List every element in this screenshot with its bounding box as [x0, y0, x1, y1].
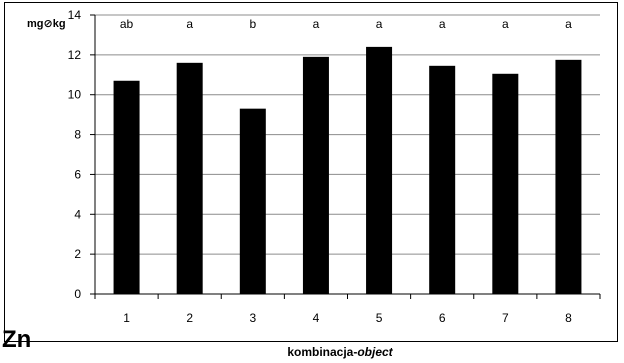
x-tick-label: 6 [439, 311, 446, 325]
significance-letter: b [249, 17, 256, 31]
y-tick-label: 14 [68, 8, 82, 22]
panel-label: Zn [2, 326, 32, 353]
y-tick-label: 12 [68, 48, 82, 62]
x-tick-label: 4 [313, 311, 320, 325]
x-tick-label: 8 [565, 311, 572, 325]
x-axis-label: kombinacja-object [240, 345, 440, 359]
y-tick-label: 4 [74, 207, 81, 221]
y-tick-label: 0 [74, 287, 81, 301]
significance-letter: a [565, 17, 572, 31]
y-axis-label: mg⊘kg [27, 18, 66, 30]
bar [176, 62, 203, 295]
y-tick-label: 10 [68, 88, 82, 102]
y-tick-label: 8 [74, 128, 81, 142]
bar [302, 56, 329, 294]
y-tick-label: 6 [74, 167, 81, 181]
bar [366, 46, 393, 295]
significance-letter: a [439, 17, 446, 31]
chart-frame [4, 2, 618, 342]
x-tick-labels: 1 2 3 4 5 6 7 8 [123, 311, 572, 325]
bars [113, 46, 582, 295]
bar [555, 59, 582, 294]
x-axis-label-prefix: kombinacja- [287, 345, 358, 359]
significance-letters: ab a b a a a a a [120, 17, 572, 31]
significance-letter: a [502, 17, 509, 31]
x-axis-label-italic: object [357, 345, 393, 359]
bar [429, 65, 456, 294]
x-tick-label: 1 [123, 311, 130, 325]
axes [94, 15, 601, 299]
significance-letter: a [313, 17, 320, 31]
gridlines [90, 14, 600, 295]
bar [113, 80, 140, 294]
y-tick-label: 2 [74, 247, 81, 261]
x-tick-label: 5 [376, 311, 383, 325]
y-tick-labels: 0 2 4 6 8 10 12 14 [68, 8, 82, 301]
significance-letter: a [376, 17, 383, 31]
x-tick-label: 3 [249, 311, 256, 325]
significance-letter: ab [120, 17, 134, 31]
significance-letter: a [186, 17, 193, 31]
x-tick-label: 2 [186, 311, 193, 325]
bar [239, 108, 266, 295]
x-tick-label: 7 [502, 311, 509, 325]
bar [492, 73, 519, 295]
